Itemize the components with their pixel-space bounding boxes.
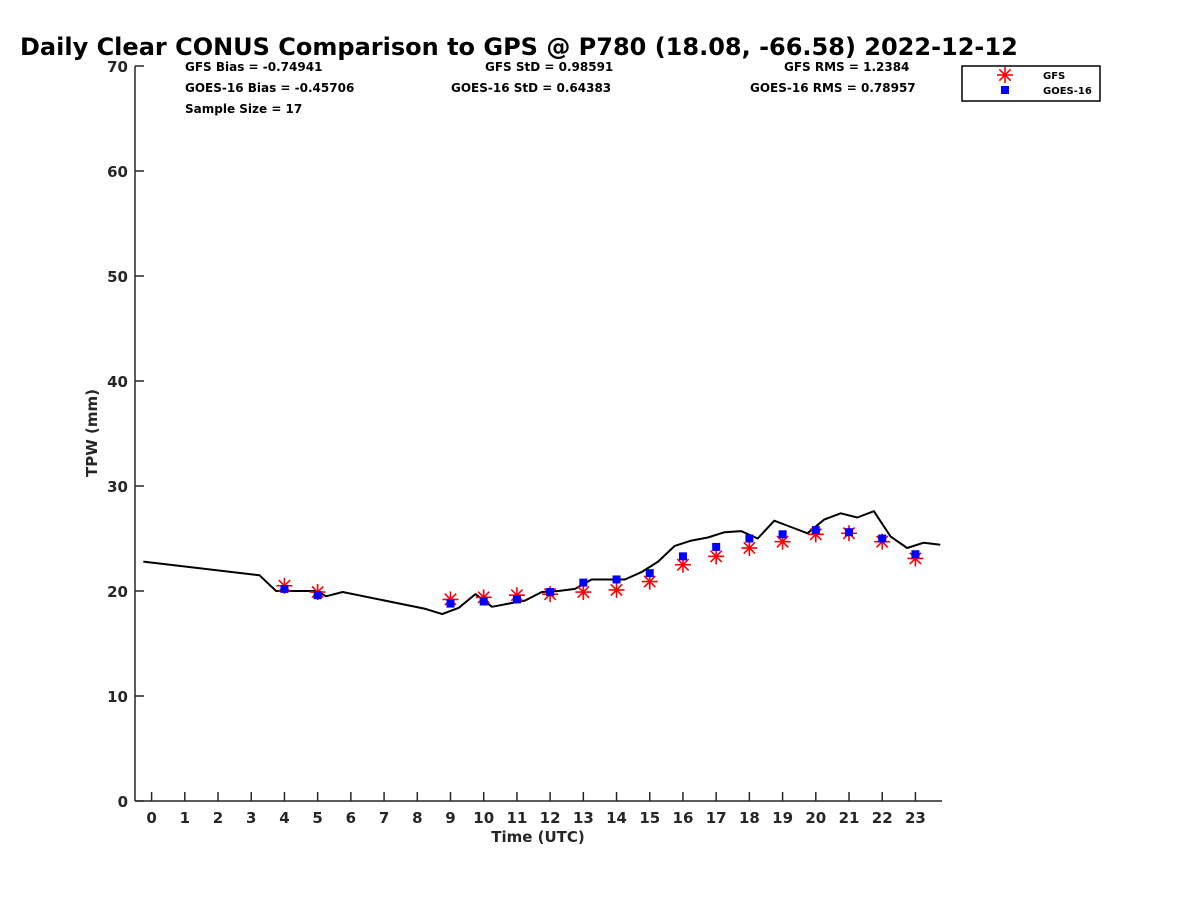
x-tick-label: 14	[606, 809, 627, 827]
x-tick-label: 0	[146, 809, 156, 827]
goes-rms-stat: GOES-16 RMS = 0.78957	[750, 81, 916, 95]
goes-bias-stat: GOES-16 Bias = -0.45706	[185, 81, 354, 95]
sample-size-stat: Sample Size = 17	[185, 102, 302, 116]
y-tick-label: 20	[107, 583, 128, 601]
goes-std-stat: GOES-16 StD = 0.64383	[451, 81, 611, 95]
plot-area	[143, 510, 941, 616]
y-tick-label: 30	[107, 478, 128, 496]
x-tick-label: 1	[180, 809, 190, 827]
goes16-point	[811, 526, 820, 535]
y-tick-label: 70	[107, 58, 128, 76]
legend-gfs-asterisk	[997, 67, 1013, 83]
x-tick-label: 2	[213, 809, 223, 827]
gfs-std-stat: GFS StD = 0.98591	[485, 60, 613, 74]
x-tick-label: 7	[379, 809, 389, 827]
goes16-point	[745, 534, 754, 543]
x-tick-label: 8	[412, 809, 422, 827]
goes16-point	[645, 569, 654, 578]
goes16-point	[612, 575, 621, 584]
goes16-point	[446, 599, 455, 608]
legend-goes-marker	[1001, 86, 1009, 94]
gfs-rms-stat: GFS RMS = 1.2384	[784, 60, 909, 74]
x-tick-label: 18	[739, 809, 760, 827]
chart-title: Daily Clear CONUS Comparison to GPS @ P7…	[20, 33, 1018, 61]
goes16-point	[911, 550, 920, 559]
x-tick-label: 4	[279, 809, 289, 827]
gfs-bias-stat: GFS Bias = -0.74941	[185, 60, 322, 74]
legend-gfs-marker	[997, 67, 1013, 83]
gfs-point	[708, 548, 725, 565]
x-tick-label: 22	[872, 809, 893, 827]
legend: GFS GOES-16	[961, 65, 1101, 102]
goes16-point	[512, 595, 521, 604]
x-tick-label: 17	[706, 809, 727, 827]
x-tick-label: 11	[506, 809, 527, 827]
gfs-point	[608, 581, 625, 598]
legend-goes-label: GOES-16	[1043, 86, 1092, 97]
x-tick-label: 23	[905, 809, 926, 827]
x-tick-label: 10	[473, 809, 494, 827]
goes16-point	[845, 528, 854, 537]
y-tick-label: 0	[118, 793, 128, 811]
x-tick-label: 5	[312, 809, 322, 827]
y-tick-label: 10	[107, 688, 128, 706]
goes16-point	[579, 578, 588, 587]
x-tick-label: 3	[246, 809, 256, 827]
x-tick-label: 19	[772, 809, 793, 827]
x-tick-label: 21	[839, 809, 860, 827]
gps-tpw-line	[143, 510, 941, 616]
x-tick-label: 9	[445, 809, 455, 827]
x-tick-label: 15	[639, 809, 660, 827]
goes16-point	[280, 584, 289, 593]
x-tick-label: 20	[805, 809, 826, 827]
y-tick-label: 50	[107, 268, 128, 286]
y-axis-ticks: 0 10 20 30 40 50 60 70	[107, 58, 144, 811]
legend-box	[961, 65, 1101, 102]
x-tick-label: 16	[673, 809, 694, 827]
goes16-point	[878, 534, 887, 543]
gfs-point	[575, 584, 592, 601]
stats-block: GFS Bias = -0.74941 GOES-16 Bias = -0.45…	[185, 60, 916, 116]
goes16-point	[712, 542, 721, 551]
gfs-point	[741, 539, 758, 556]
x-tick-label: 13	[573, 809, 594, 827]
goes16-point	[546, 588, 555, 597]
x-axis-ticks: 0 1 2 3 4 5 6 7 8 9 10 11 12 13 14 15 16 17 18 19 20 21 22 23	[146, 792, 926, 827]
goes16-point	[313, 591, 322, 600]
goes16-point	[479, 597, 488, 606]
goes16-point	[778, 530, 787, 539]
x-tick-label: 12	[540, 809, 561, 827]
y-tick-label: 40	[107, 373, 128, 391]
goes16-point	[678, 552, 687, 561]
legend-gfs-label: GFS	[1043, 71, 1065, 82]
x-tick-label: 6	[346, 809, 356, 827]
y-tick-label: 60	[107, 163, 128, 181]
x-axis-label: Time (UTC)	[491, 828, 585, 846]
y-axis-label: TPW (mm)	[83, 389, 101, 477]
